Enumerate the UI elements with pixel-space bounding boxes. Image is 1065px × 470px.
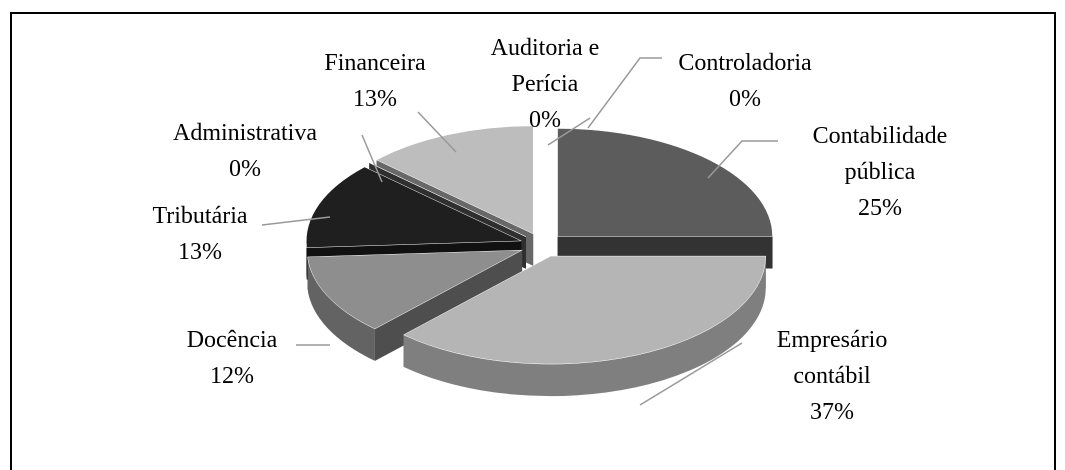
category-name: Financeira [324, 50, 426, 76]
value-label: 37% [810, 399, 854, 425]
leader-line [547, 117, 591, 146]
value-label: 0% [529, 107, 561, 133]
category-name: Auditoria e Perícia [490, 35, 600, 97]
category-name: Empresário contábil [776, 327, 888, 389]
slice-wall [403, 256, 766, 397]
slice [307, 249, 523, 330]
category-name: Contabilidade pública [812, 123, 948, 185]
category-name: Tributária [152, 203, 248, 229]
leader-line [707, 140, 778, 179]
leader-line [639, 342, 743, 406]
slice-wall [307, 256, 375, 361]
data-label: Docência 12% [152, 322, 312, 394]
value-label: 13% [353, 86, 397, 112]
category-name: Controladoria [678, 50, 812, 76]
value-label: 0% [729, 86, 761, 112]
category-name: Administrativa [173, 120, 317, 146]
leader-line [417, 111, 457, 153]
leader-line [587, 57, 662, 129]
value-label: 25% [858, 195, 902, 221]
data-label: Auditoria e Perícia 0% [475, 30, 615, 138]
slice [375, 125, 534, 235]
value-label: 12% [210, 363, 254, 389]
leader-line [361, 134, 383, 183]
data-label: Administrativa 0% [145, 115, 345, 187]
value-label: 13% [178, 239, 222, 265]
slice [306, 166, 522, 248]
slice [557, 128, 773, 237]
data-label: Financeira 13% [295, 45, 455, 117]
leader-line [261, 216, 331, 226]
value-label: 0% [229, 156, 261, 182]
chart-frame [10, 12, 1056, 470]
data-label: Tributária 13% [120, 198, 280, 270]
data-label: Empresário contábil 37% [747, 322, 917, 430]
category-name: Docência [186, 327, 278, 353]
data-label: Controladoria 0% [645, 45, 845, 117]
data-label: Contabilidade pública 25% [785, 118, 975, 226]
slice [403, 255, 766, 365]
